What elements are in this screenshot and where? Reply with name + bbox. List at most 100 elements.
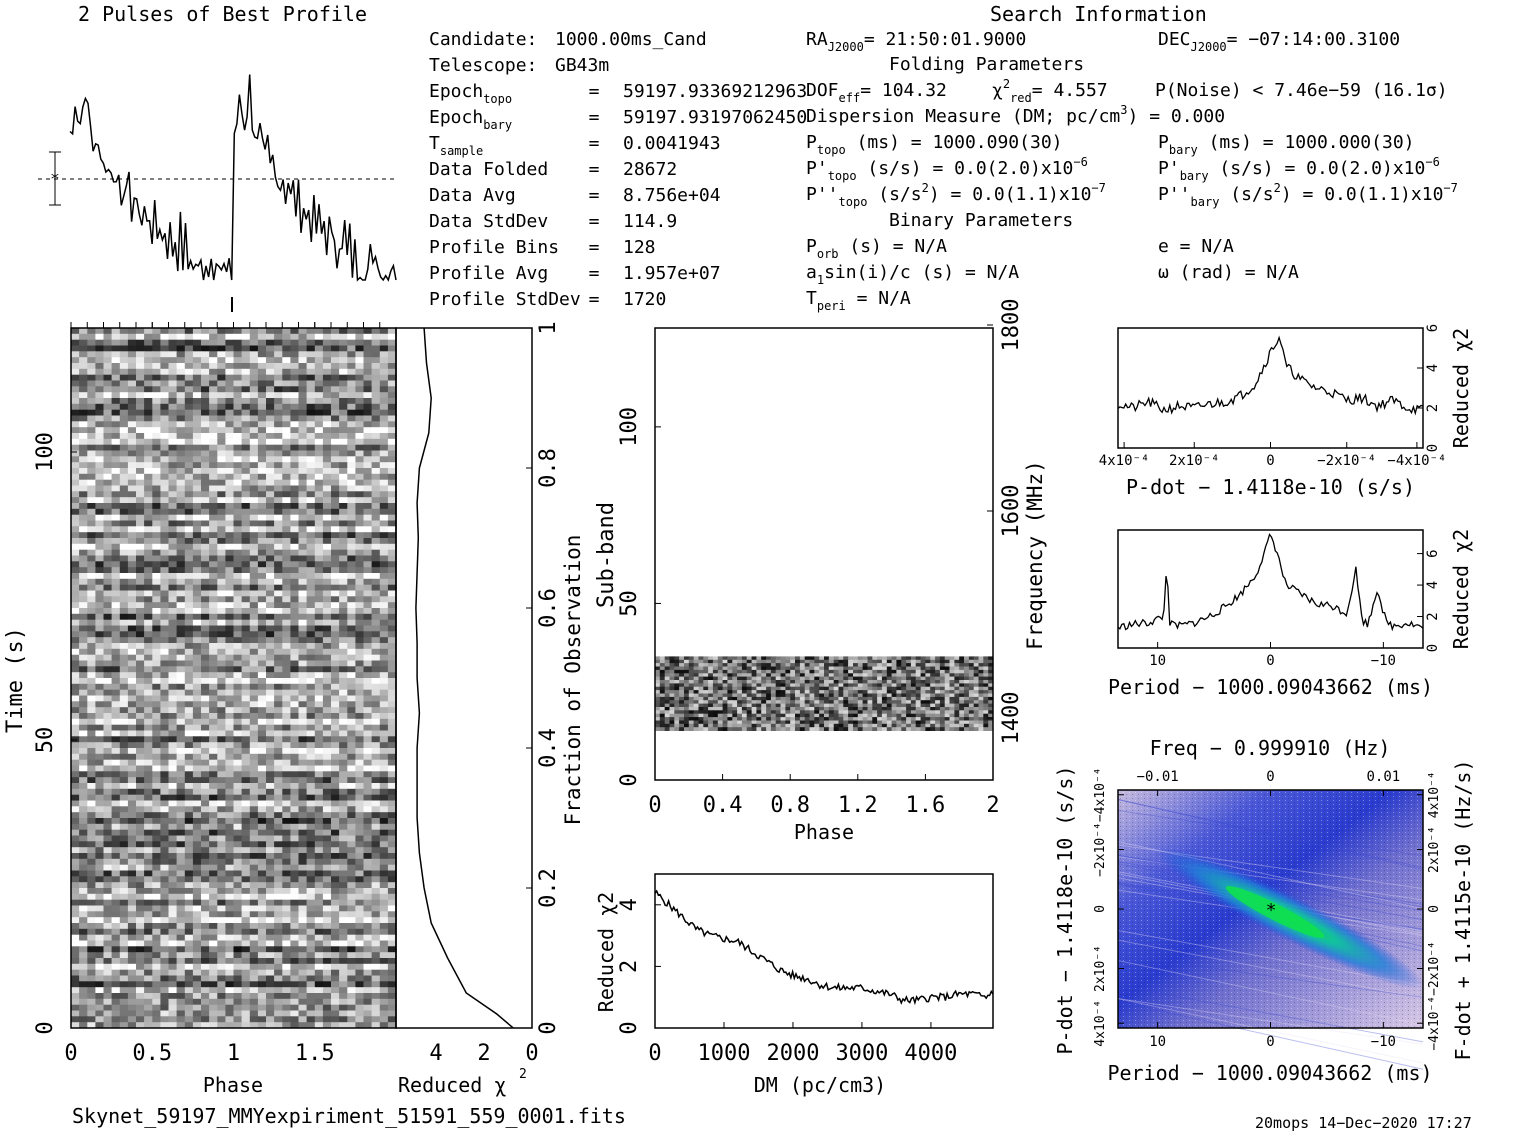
heat-cell <box>144 1016 153 1022</box>
heat-cell <box>315 515 324 521</box>
heat-cell <box>299 941 308 947</box>
heat-cell <box>372 748 381 754</box>
heat-cell <box>193 929 202 935</box>
heat-cell <box>315 573 324 579</box>
heat-cell <box>282 526 291 532</box>
heat-cell <box>201 567 210 573</box>
heat-cell <box>242 538 251 544</box>
heat-cell <box>339 760 348 766</box>
heat-cell <box>160 398 169 404</box>
heat-cell <box>234 789 243 795</box>
heat-cell <box>364 783 373 789</box>
heat-cell <box>128 684 137 690</box>
heat-cell <box>128 526 137 532</box>
heat-cell <box>355 690 364 696</box>
heat-cell <box>120 760 129 766</box>
heat-cell <box>177 993 186 999</box>
heat-cell <box>372 637 381 643</box>
heat-cell <box>355 515 364 521</box>
heat-cell <box>177 602 186 608</box>
heat-cell <box>177 952 186 958</box>
heat-cell <box>323 445 332 451</box>
heat-cell <box>152 684 161 690</box>
heat-cell <box>79 462 88 468</box>
heat-cell <box>225 334 234 340</box>
heat-cell <box>290 445 299 451</box>
heat-cell <box>120 416 129 422</box>
heat-cell <box>87 550 96 556</box>
heat-cell <box>87 626 96 632</box>
heat-cell <box>144 596 153 602</box>
heat-cell <box>274 941 283 947</box>
heat-cell <box>169 626 178 632</box>
heat-cell <box>364 894 373 900</box>
heat-cell <box>299 608 308 614</box>
heat-cell <box>258 381 267 387</box>
heat-cell <box>112 526 121 532</box>
heat-cell <box>152 771 161 777</box>
heat-cell <box>323 451 332 457</box>
heat-cell <box>250 655 259 661</box>
heat-cell <box>355 550 364 556</box>
heat-cell <box>185 929 194 935</box>
heat-cell <box>112 836 121 842</box>
heat-cell <box>185 970 194 976</box>
heat-cell <box>250 678 259 684</box>
heat-cell <box>225 526 234 532</box>
heat-cell <box>160 771 169 777</box>
heat-cell <box>120 806 129 812</box>
heat-cell <box>79 451 88 457</box>
heat-cell <box>290 836 299 842</box>
heat-cell <box>323 550 332 556</box>
heat-cell <box>193 958 202 964</box>
heat-cell <box>242 678 251 684</box>
heat-cell <box>120 1016 129 1022</box>
heat-cell <box>339 935 348 941</box>
heat-cell <box>282 911 291 917</box>
heat-cell <box>315 935 324 941</box>
heat-cell <box>177 970 186 976</box>
heat-cell <box>242 561 251 567</box>
heat-cell <box>144 993 153 999</box>
heat-cell <box>95 550 104 556</box>
heat-cell <box>201 392 210 398</box>
heat-cell <box>120 620 129 626</box>
heat-cell <box>201 923 210 929</box>
heat-cell <box>79 544 88 550</box>
heat-cell <box>266 602 275 608</box>
heat-cell <box>234 771 243 777</box>
heat-cell <box>290 661 299 667</box>
heat-cell <box>258 486 267 492</box>
heat-cell <box>339 497 348 503</box>
heat-cell <box>718 656 723 660</box>
heat-cell <box>152 351 161 357</box>
heat-cell <box>274 865 283 871</box>
heat-cell <box>307 824 316 830</box>
heat-cell <box>983 656 988 660</box>
heat-cell <box>209 451 218 457</box>
heat-cell <box>242 363 251 369</box>
heat-cell <box>152 987 161 993</box>
heat-cell <box>144 503 153 509</box>
heat-cell <box>339 445 348 451</box>
heat-cell <box>225 754 234 760</box>
heat-cell <box>355 351 364 357</box>
info-left-column: Candidate:1000.00ms_CandTelescope:GB43mE… <box>429 29 807 310</box>
heat-cell <box>307 783 316 789</box>
heat-cell <box>258 713 267 719</box>
heat-cell <box>331 917 340 923</box>
heat-cell <box>274 573 283 579</box>
heat-cell <box>250 906 259 912</box>
heat-cell <box>177 445 186 451</box>
heat-cell <box>120 958 129 964</box>
heat-cell <box>323 941 332 947</box>
heat-cell <box>290 777 299 783</box>
heat-cell <box>315 602 324 608</box>
heat-cell <box>193 742 202 748</box>
heat-cell <box>380 929 389 935</box>
heat-cell <box>355 1005 364 1011</box>
heat-cell <box>380 911 389 917</box>
tperi-line: Tperi = N/A <box>806 288 911 313</box>
heat-cell <box>104 474 113 480</box>
heat-cell <box>209 678 218 684</box>
